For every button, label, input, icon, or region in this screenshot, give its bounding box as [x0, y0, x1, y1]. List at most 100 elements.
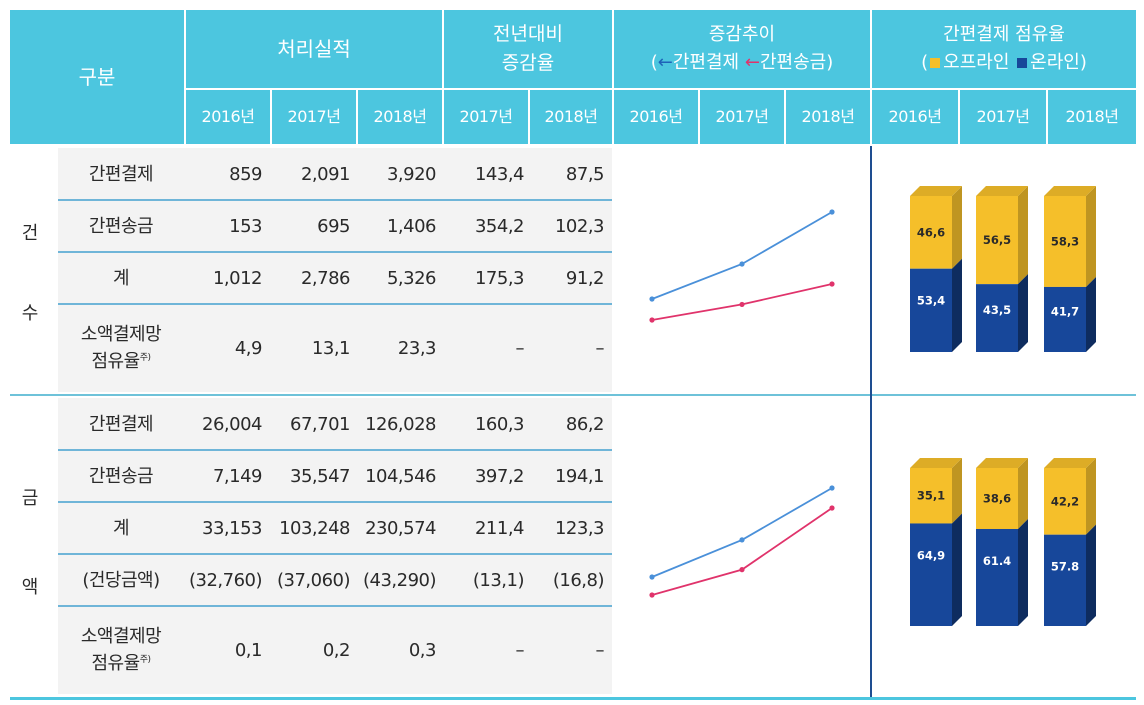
header-year: 2018년 — [373, 106, 427, 126]
table-cell: 4,9 — [234, 337, 263, 359]
section-label-char: 액 — [21, 577, 39, 598]
bar-online-side — [1018, 274, 1028, 352]
trend-point — [649, 592, 655, 598]
footnote-mark: 주) — [139, 655, 151, 665]
table-cell: 91,2 — [565, 267, 605, 289]
trend-charts — [649, 209, 835, 598]
header-year: 2018년 — [544, 106, 598, 126]
table-cell: 0,3 — [408, 639, 437, 661]
table-cell: (32,760) — [188, 569, 263, 591]
header-yoy-line1: 전년대비 — [493, 22, 563, 45]
header-year: 2018년 — [1065, 106, 1119, 126]
share-charts: 46,6 53,4 56,5 43,5 58,3 41,7 35,1 64,9 38,6 61.4… — [910, 186, 1096, 626]
table-cell: 103,248 — [279, 517, 350, 539]
table-cell: 87,5 — [565, 163, 605, 185]
table-cell: 0,1 — [234, 639, 263, 661]
row-label: 소액결제망 점유율주) — [58, 304, 184, 392]
row-label: 간편송금 — [88, 465, 154, 487]
row-label-line2: 점유율주) — [92, 650, 151, 677]
legend-paren: ( — [650, 52, 658, 73]
row-divider — [58, 605, 612, 607]
bar-offline-side — [1018, 458, 1028, 529]
bar-top — [1044, 458, 1096, 468]
header-trend-legend: (←간편결제 ←간편송금) — [651, 49, 833, 77]
bar-label-offline: 56,5 — [983, 233, 1011, 247]
header-share-legend: (오프라인 온라인) — [921, 49, 1087, 77]
bar-offline — [976, 196, 1018, 285]
table-cell: 1,406 — [386, 215, 437, 237]
header-trend: 증감추이 (←간편결제 ←간편송금) — [614, 10, 870, 88]
trend-point — [829, 485, 835, 491]
row-divider — [58, 303, 612, 305]
table-cell: 67,701 — [290, 413, 350, 435]
trend-point — [739, 261, 745, 267]
table-cell: – — [595, 639, 605, 661]
header-yoy: 전년대비 증감율 — [444, 10, 612, 88]
table-cell: 2,786 — [300, 267, 351, 289]
bar-online-side — [1086, 524, 1096, 626]
header-trend-title: 증감추이 — [708, 24, 776, 46]
bar-top — [910, 186, 962, 196]
bar-top — [976, 458, 1028, 468]
table-cell: 33,153 — [202, 517, 262, 539]
table-cell: 175,3 — [474, 267, 525, 289]
section-bg — [58, 398, 612, 694]
bar-offline — [976, 468, 1018, 529]
row-label-line2-text: 점유율 — [91, 351, 141, 372]
section-label-char: 금 — [21, 488, 39, 509]
legend-online: 온라인 — [1030, 52, 1080, 73]
row-label-line1: 소액결제망 — [80, 626, 162, 647]
bar-label-online: 61.4 — [983, 554, 1011, 568]
section-bg — [58, 148, 612, 392]
table-cell: 2,091 — [300, 163, 351, 185]
table-cell: – — [515, 337, 525, 359]
table-cell: 26,004 — [202, 413, 262, 435]
bar-top — [910, 458, 962, 468]
table-cell: 7,149 — [212, 465, 263, 487]
bar-online — [1044, 286, 1086, 352]
header-year: 2016년 — [888, 106, 942, 126]
bar-offline-side — [1086, 186, 1096, 287]
table-cell: 1,012 — [212, 267, 263, 289]
bar-online — [910, 523, 952, 626]
header-year: 2018년 — [801, 106, 855, 126]
table-cell: 86,2 — [565, 413, 605, 435]
trend-line-easy-transfer — [651, 507, 833, 596]
row-label: 간편결제 — [88, 413, 154, 435]
trend-point — [649, 296, 655, 302]
bar-online — [976, 284, 1018, 352]
trend-point — [829, 209, 835, 215]
header-year: 2016년 — [201, 106, 255, 126]
table-cell: (37,060) — [276, 569, 351, 591]
table-bottom-border — [10, 697, 1136, 700]
row-divider — [58, 251, 612, 253]
trend-point — [739, 537, 745, 543]
bar-offline — [1044, 196, 1086, 287]
section-label-char: 수 — [21, 303, 39, 324]
table-cell: 3,920 — [386, 163, 437, 185]
trend-point — [649, 317, 655, 323]
table-cell: 123,3 — [554, 517, 605, 539]
table-cell: – — [515, 639, 525, 661]
table-cell: 5,326 — [386, 267, 437, 289]
easy-pay-legend-icon: ← — [657, 52, 673, 73]
table-cell: 859 — [229, 163, 262, 185]
bar-online-side — [952, 513, 962, 626]
row-label-line2-text: 점유율 — [91, 653, 141, 674]
legend-easy-pay: 간편결제 — [672, 52, 740, 73]
header-performance: 처리실적 — [277, 36, 351, 61]
bar-label-offline: 46,6 — [917, 225, 945, 239]
bar-offline-side — [952, 186, 962, 269]
table-cell: 230,574 — [365, 517, 436, 539]
bar-label-offline: 42,2 — [1051, 494, 1079, 508]
table-cell: (43,290) — [362, 569, 437, 591]
footnote-mark: 주) — [139, 353, 151, 363]
trend-point — [739, 567, 745, 573]
legend-paren: ( — [921, 52, 929, 73]
bar-label-offline: 35,1 — [917, 489, 945, 503]
row-divider — [58, 199, 612, 201]
table-cell: 695 — [317, 215, 350, 237]
bar-offline-side — [1086, 458, 1096, 535]
table-cell: 35,547 — [290, 465, 350, 487]
